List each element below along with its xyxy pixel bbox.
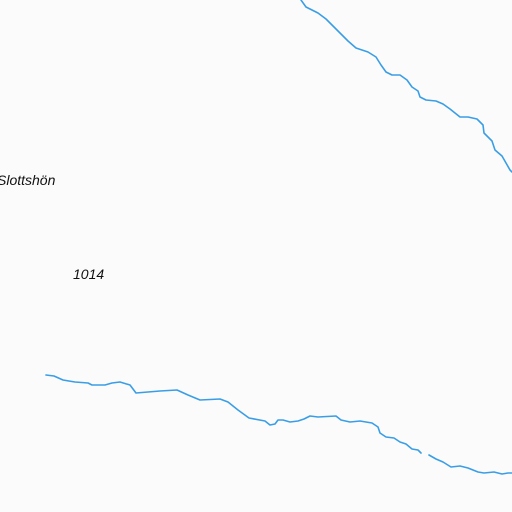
elevation-label: 1014 (73, 266, 105, 282)
stream-upper-right (300, 0, 512, 173)
stream-lower (45, 374, 422, 454)
stream-lower-east (428, 454, 512, 475)
place-name-label: Slottshön (0, 172, 56, 188)
